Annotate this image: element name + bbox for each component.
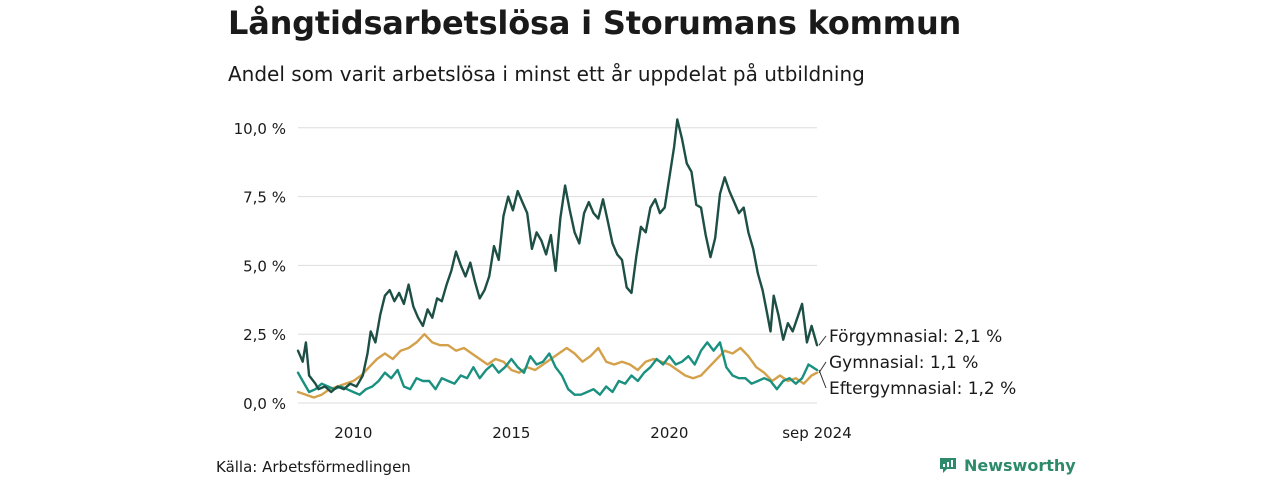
y-tick-label: 7,5 % [243, 189, 286, 207]
x-tick-label: 2020 [650, 424, 688, 442]
series-line-gymnasial [296, 333, 819, 399]
chart-title: Långtidsarbetslösa i Storumans kommun [228, 4, 962, 42]
series-line-eftergymnasial [296, 341, 819, 396]
source-note: Källa: Arbetsförmedlingen [216, 458, 411, 476]
y-tick-label: 5,0 % [243, 257, 286, 275]
end-label-leader [818, 361, 827, 373]
x-tick-label: 2010 [334, 424, 372, 442]
series-line-förgymnasial [296, 118, 819, 394]
y-tick-label: 0,0 % [243, 395, 286, 413]
y-tick-label: 2,5 % [243, 326, 286, 344]
x-tick-label: 2015 [492, 424, 530, 442]
line-chart: 0,0 % 2,5 % 5,0 % 7,5 % 10,0 % 2010 2015 2020 s… [234, 118, 1016, 442]
brand-name: Newsworthy [964, 455, 1076, 475]
x-axis-tick-labels: 2010 2015 2020 sep 2024 [334, 424, 852, 442]
end-label-leader [818, 369, 827, 389]
series-lines [296, 118, 819, 399]
series-end-labels: Förgymnasial: 2,1 % Gymnasial: 1,1 % Efter… [818, 327, 1016, 399]
chart-subtitle: Andel som varit arbetslösa i minst ett å… [228, 62, 865, 86]
newsworthy-logo-icon [940, 458, 956, 473]
x-tick-label: sep 2024 [782, 424, 852, 442]
series-end-label: Eftergymnasial: 1,2 % [829, 379, 1016, 399]
brand-logo: Newsworthy [938, 455, 1076, 475]
series-end-label: Gymnasial: 1,1 % [829, 353, 978, 373]
series-end-label: Förgymnasial: 2,1 % [829, 327, 1002, 347]
end-label-leader [818, 335, 827, 346]
y-tick-label: 10,0 % [234, 120, 286, 138]
y-axis-tick-labels: 0,0 % 2,5 % 5,0 % 7,5 % 10,0 % [234, 120, 286, 413]
